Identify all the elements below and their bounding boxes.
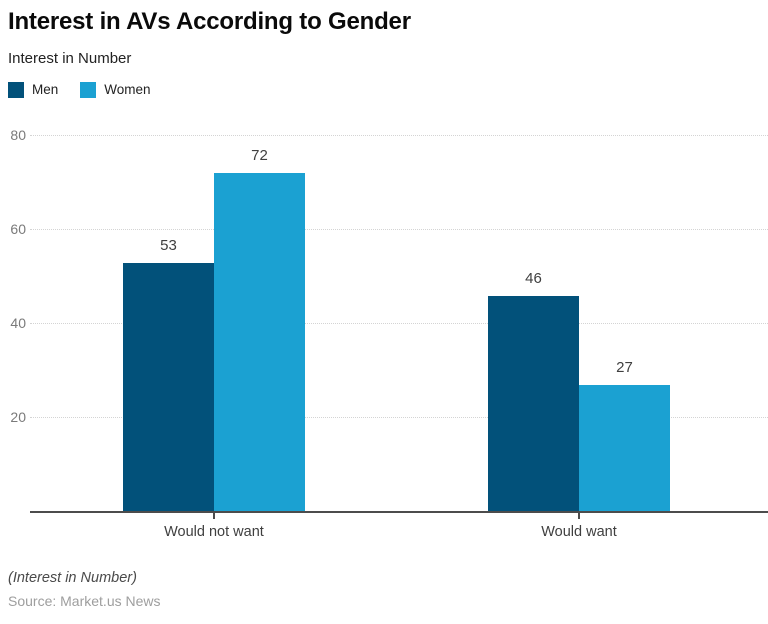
- y-tick-label: 60: [10, 220, 26, 237]
- bar-women-2: 27: [578, 359, 670, 512]
- legend-item-men[interactable]: Men: [8, 81, 59, 98]
- x-tick: [577, 512, 580, 519]
- y-tick-label: 20: [10, 408, 26, 425]
- x-axis-labels: Would not want Would want: [0, 524, 768, 544]
- bar-value-label: 72: [251, 147, 268, 165]
- bar-group-2: 46 27: [487, 136, 670, 512]
- chart-footer: (Interest in Number) Source: Market.us N…: [0, 570, 768, 609]
- bar-value-label: 53: [160, 236, 177, 254]
- footnote: (Interest in Number): [8, 569, 137, 586]
- legend: Men Women: [8, 81, 760, 98]
- bar-men-2: 46: [487, 270, 579, 512]
- plot-area: 20 40 60 80 53 72 46 27: [0, 127, 768, 519]
- chart-title: Interest in AVs According to Gender: [8, 8, 411, 35]
- x-axis-line: [30, 510, 768, 513]
- category-label-2: Would want: [541, 523, 617, 540]
- bar-value-label: 46: [525, 269, 542, 287]
- y-tick-label: 80: [10, 126, 26, 143]
- x-tick: [212, 512, 215, 519]
- men-color-swatch: [8, 81, 24, 98]
- source-credit: Source: Market.us News: [8, 592, 161, 609]
- bar-group-1: 53 72: [122, 136, 305, 512]
- gridline-60: 60: [10, 221, 768, 237]
- chart-header: Interest in AVs According to Gender Inte…: [0, 0, 768, 98]
- bar-value-label: 27: [616, 358, 633, 376]
- legend-label-men: Men: [32, 82, 59, 98]
- bar-women-1: 72: [213, 147, 305, 512]
- legend-item-women[interactable]: Women: [80, 81, 151, 98]
- gridline-20: 20: [10, 409, 768, 425]
- bar-men-1: 53: [122, 237, 214, 512]
- legend-label-women: Women: [104, 82, 151, 98]
- category-label-1: Would not want: [164, 523, 264, 540]
- gridline-40: 40: [10, 315, 768, 331]
- gridline-80: 80: [10, 127, 768, 143]
- women-color-swatch: [80, 81, 97, 98]
- chart-subtitle: Interest in Number: [8, 49, 132, 67]
- y-tick-label: 40: [10, 314, 26, 331]
